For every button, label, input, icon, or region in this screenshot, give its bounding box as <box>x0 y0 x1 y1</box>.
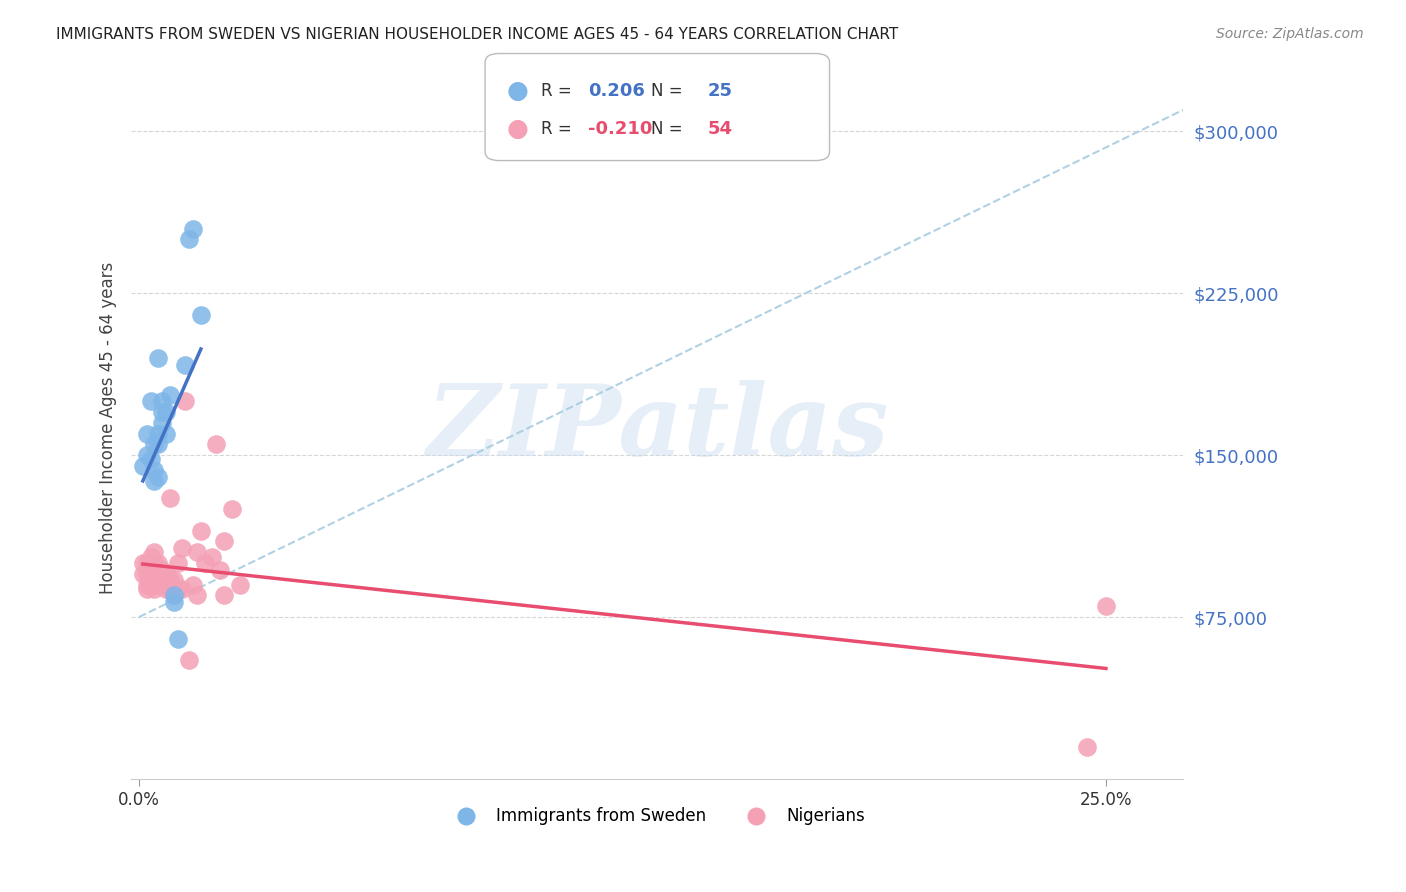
Point <box>155 405 177 419</box>
Point <box>135 566 157 581</box>
Point <box>163 589 186 603</box>
Point <box>148 565 170 579</box>
Point <box>139 452 162 467</box>
Point <box>228 577 250 591</box>
Point <box>135 582 157 596</box>
Point <box>194 556 217 570</box>
Point <box>155 577 177 591</box>
Point <box>166 582 188 596</box>
Point <box>143 556 166 570</box>
Point <box>174 394 197 409</box>
Point <box>221 502 243 516</box>
Text: N =: N = <box>651 82 688 100</box>
Point <box>148 351 170 365</box>
Text: ●: ● <box>506 79 529 103</box>
Point <box>150 405 173 419</box>
Point <box>209 563 232 577</box>
Point <box>148 571 170 585</box>
Point <box>150 416 173 430</box>
Point <box>155 426 177 441</box>
Point <box>1095 599 1118 614</box>
Point <box>159 491 181 506</box>
Point <box>150 394 173 409</box>
Point <box>170 582 193 596</box>
Point <box>139 394 162 409</box>
Point <box>201 549 224 564</box>
Point <box>139 574 162 588</box>
Text: R =: R = <box>541 82 578 100</box>
Point <box>135 577 157 591</box>
Point <box>155 571 177 585</box>
Point <box>135 448 157 462</box>
Point <box>170 541 193 555</box>
Point <box>143 582 166 596</box>
Point <box>212 534 235 549</box>
Point <box>143 577 166 591</box>
Point <box>186 589 208 603</box>
Point <box>181 221 204 235</box>
Point <box>163 589 186 603</box>
Point <box>150 571 173 585</box>
Point <box>179 232 201 246</box>
Point <box>159 582 181 596</box>
Point <box>163 574 186 588</box>
Point <box>155 574 177 588</box>
Point <box>150 563 173 577</box>
Point <box>139 571 162 585</box>
Point <box>148 426 170 441</box>
Text: Source: ZipAtlas.com: Source: ZipAtlas.com <box>1216 27 1364 41</box>
Point <box>205 437 228 451</box>
Point <box>179 653 201 667</box>
Text: 54: 54 <box>707 120 733 138</box>
Text: 0.206: 0.206 <box>588 82 644 100</box>
Point <box>155 582 177 596</box>
Point <box>1076 739 1098 754</box>
Point <box>139 556 162 570</box>
Text: R =: R = <box>541 120 578 138</box>
Text: 25: 25 <box>707 82 733 100</box>
Point <box>155 577 177 591</box>
Legend: Immigrants from Sweden, Nigerians: Immigrants from Sweden, Nigerians <box>441 799 873 834</box>
Point <box>143 474 166 488</box>
Point <box>155 566 177 581</box>
Point <box>148 566 170 581</box>
Point <box>132 458 155 473</box>
Point <box>143 437 166 451</box>
Point <box>166 556 188 570</box>
Point <box>163 595 186 609</box>
Point <box>181 577 204 591</box>
Text: N =: N = <box>651 120 688 138</box>
Point <box>135 556 157 570</box>
Point <box>159 574 181 588</box>
Point <box>148 556 170 570</box>
Point <box>135 426 157 441</box>
Point <box>139 563 162 577</box>
Text: ●: ● <box>506 118 529 141</box>
Point <box>212 589 235 603</box>
Point <box>143 463 166 477</box>
Point <box>190 524 212 538</box>
Point <box>139 549 162 564</box>
Point <box>143 545 166 559</box>
Point <box>148 469 170 483</box>
Point <box>159 388 181 402</box>
Point <box>166 632 188 646</box>
Y-axis label: Householder Income Ages 45 - 64 years: Householder Income Ages 45 - 64 years <box>100 262 117 594</box>
Text: IMMIGRANTS FROM SWEDEN VS NIGERIAN HOUSEHOLDER INCOME AGES 45 - 64 YEARS CORRELA: IMMIGRANTS FROM SWEDEN VS NIGERIAN HOUSE… <box>56 27 898 42</box>
Text: ZIPatlas: ZIPatlas <box>426 380 889 476</box>
Point <box>186 545 208 559</box>
Point <box>190 308 212 322</box>
Point <box>132 556 155 570</box>
Point <box>174 358 197 372</box>
Text: -0.210: -0.210 <box>588 120 652 138</box>
Point <box>148 574 170 588</box>
Point <box>150 566 173 581</box>
Point <box>132 566 155 581</box>
Point <box>148 437 170 451</box>
